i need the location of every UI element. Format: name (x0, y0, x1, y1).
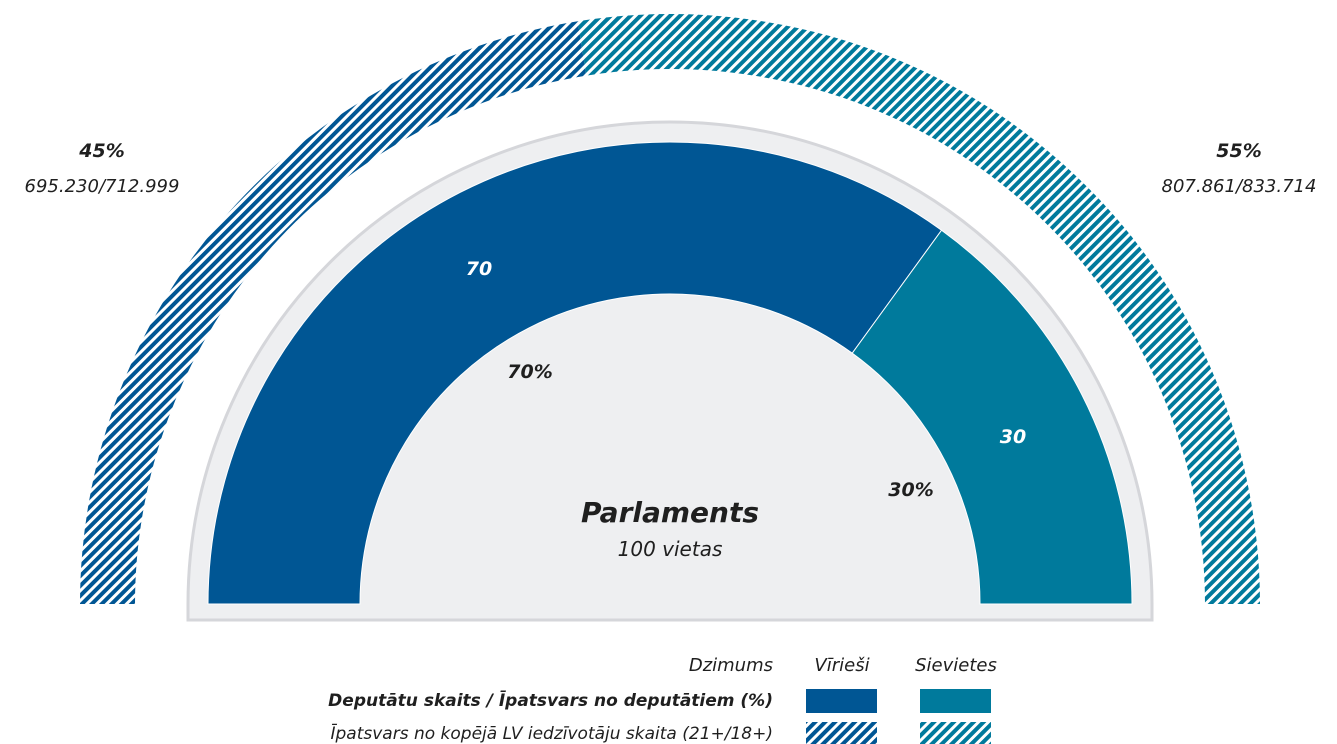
chart-subtitle: 100 vietas (618, 537, 723, 561)
legend: Dzimums Vīrieši Sievietes Deputātu skait… (328, 655, 997, 744)
outer-pct-women: 55% (1216, 140, 1261, 162)
outer-count-women: 807.861/833.714 (1162, 176, 1317, 197)
legend-swatch-men-population (806, 722, 877, 744)
legend-col-men: Vīrieši (814, 655, 869, 676)
chart-title: Parlaments (581, 496, 759, 529)
outer-count-men: 695.230/712.999 (25, 176, 180, 197)
inner-arc-men (207, 141, 943, 605)
outer-pct-men: 45% (78, 140, 124, 162)
outer-arc-women (577, 14, 1260, 605)
seat-pct-men: 70% (507, 361, 552, 383)
legend-swatch-men-seats (806, 689, 877, 713)
legend-row-seats: Deputātu skaits / Īpatsvars no deputātie… (328, 689, 773, 711)
legend-row-population: Īpatsvars no kopējā LV iedzīvotāju skait… (331, 722, 774, 744)
outer-arc-men (80, 21, 587, 605)
legend-col-women: Sievietes (915, 655, 997, 676)
seat-pct-women: 30% (888, 479, 933, 501)
legend-swatch-women-seats (920, 689, 991, 713)
legend-swatch-women-population (920, 722, 991, 744)
seat-count-women: 30 (1000, 426, 1026, 448)
seat-count-men: 70 (466, 258, 492, 280)
inner-arc-women (851, 229, 1133, 605)
legend-header: Dzimums (689, 655, 773, 676)
